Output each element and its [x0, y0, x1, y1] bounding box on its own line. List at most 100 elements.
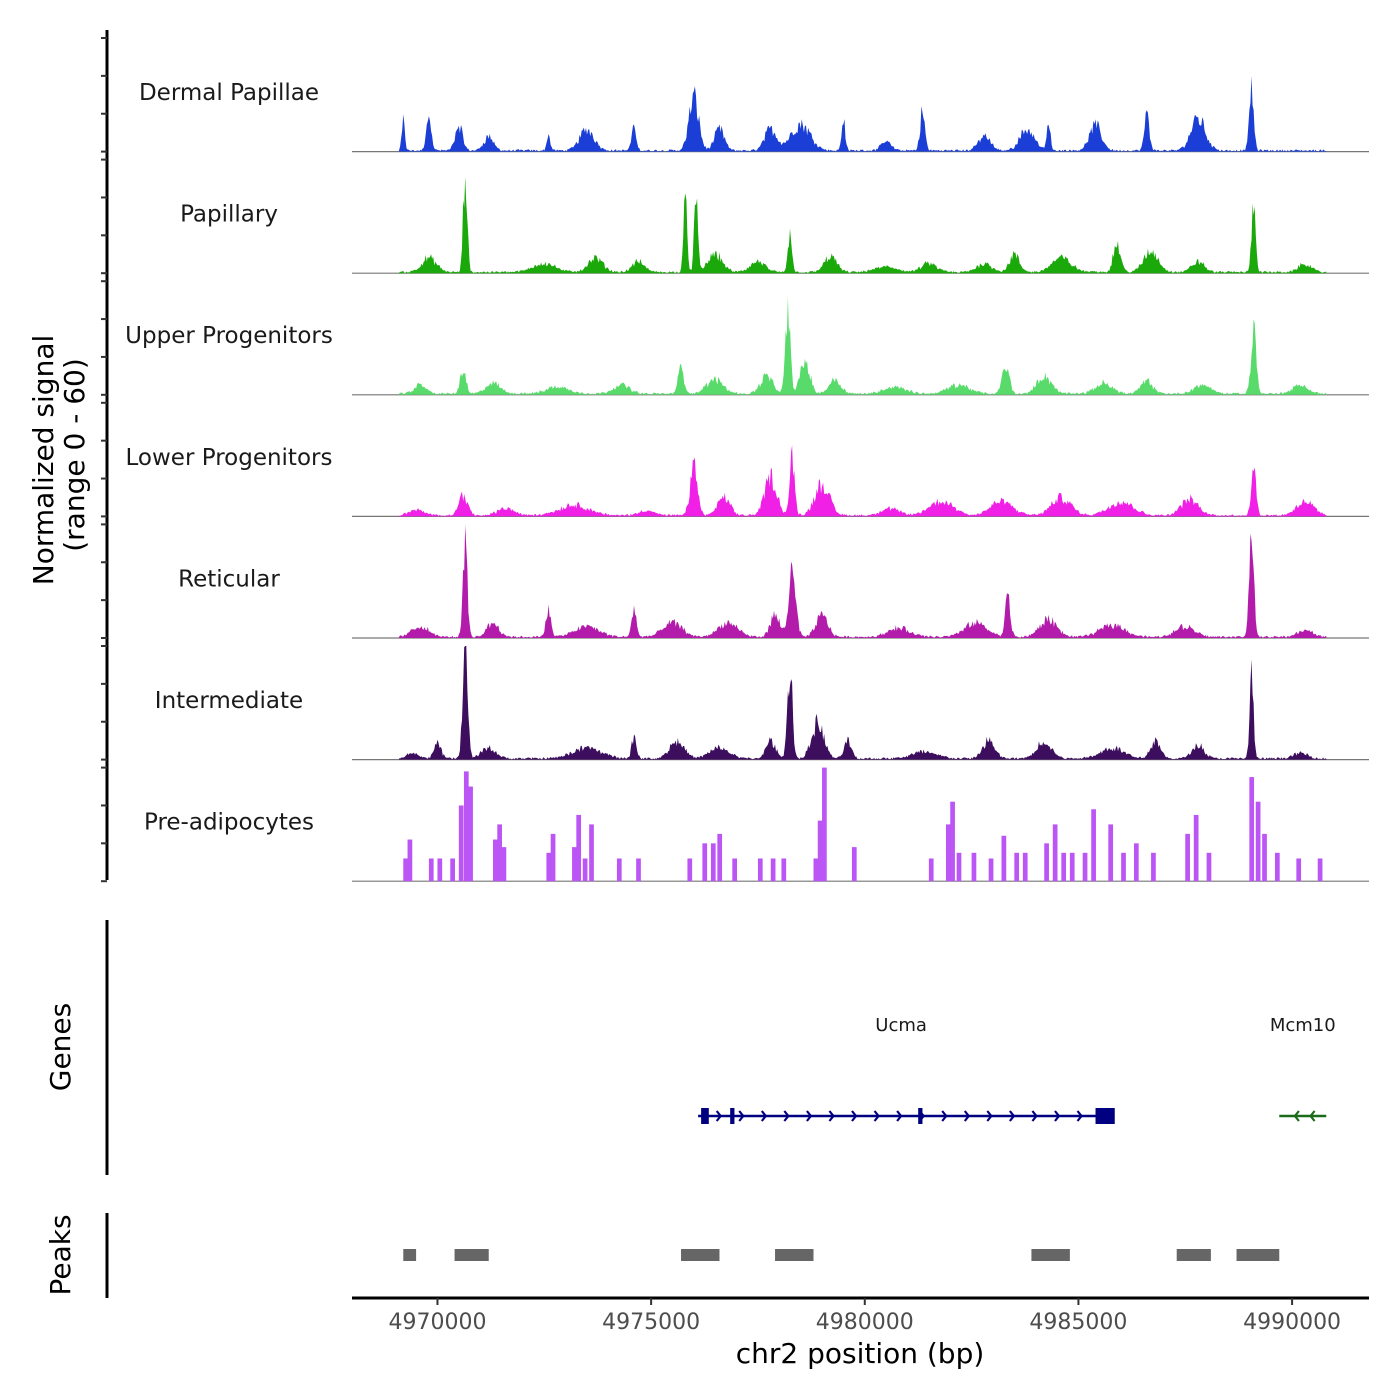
y-axis-title-line2: (range 0 - 60) — [58, 358, 91, 552]
strand-arrow — [1076, 1110, 1083, 1122]
track-label: Papillary — [180, 202, 278, 228]
signal-bar — [1014, 852, 1020, 882]
signal-track: Pre-adipocytes — [144, 767, 1369, 882]
signal-track: Intermediate — [155, 646, 1369, 761]
x-tick-label: 4980000 — [816, 1310, 914, 1335]
signal-y-ticks — [101, 37, 107, 883]
signal-bar — [546, 852, 552, 882]
signal-bar — [458, 805, 464, 882]
gene-exon — [918, 1108, 923, 1124]
signal-area — [399, 646, 1327, 760]
signal-bar — [1052, 824, 1058, 882]
signal-area — [399, 75, 1327, 152]
signal-bar — [1296, 858, 1302, 882]
peak-region — [775, 1249, 814, 1261]
signal-bar — [450, 858, 455, 882]
track-label: Pre-adipocytes — [144, 810, 314, 836]
gene-track: Ucma Mcm10 — [698, 1015, 1336, 1124]
signal-bar — [717, 833, 723, 882]
genes-track-title: Genes — [44, 1003, 77, 1091]
signal-bar — [428, 858, 434, 882]
signal-bar — [1151, 852, 1156, 882]
strand-arrow — [738, 1110, 745, 1122]
signal-bar — [1091, 809, 1096, 882]
signal-bar — [813, 858, 819, 882]
gene-model: Ucma — [698, 1015, 1115, 1124]
signal-bar — [493, 839, 498, 882]
peak-region — [403, 1249, 417, 1261]
x-tick-label: 4990000 — [1243, 1310, 1341, 1335]
peak-region — [1031, 1249, 1070, 1261]
signal-bar — [550, 833, 556, 882]
signal-bar — [928, 858, 934, 882]
signal-bar — [468, 786, 473, 882]
signal-bar — [956, 852, 962, 882]
signal-bar — [770, 858, 776, 882]
signal-bar — [710, 843, 716, 882]
signal-track: Upper Progenitors — [125, 296, 1369, 396]
signal-area — [399, 524, 1327, 638]
x-axis-title: chr2 position (bp) — [736, 1337, 985, 1370]
x-axis: 4970000 4975000 4980000 4985000 4990000 — [388, 1298, 1341, 1335]
peak-region — [681, 1249, 720, 1261]
signal-bar — [1082, 852, 1088, 882]
signal-bar — [1262, 833, 1267, 882]
track-label: Intermediate — [155, 688, 303, 714]
signal-bar — [757, 858, 763, 882]
gene-exon — [1095, 1108, 1115, 1124]
strand-arrow — [1054, 1110, 1061, 1122]
signal-bar — [407, 839, 413, 882]
strand-arrow — [1031, 1110, 1038, 1122]
signal-bar — [1121, 852, 1126, 882]
signal-track: Papillary — [180, 176, 1369, 274]
signal-bar — [1022, 852, 1028, 882]
strand-arrow — [806, 1110, 813, 1122]
x-tick-label: 4985000 — [1029, 1310, 1127, 1335]
x-tick-label: 4970000 — [388, 1310, 486, 1335]
signal-bar — [687, 858, 693, 882]
signal-bar — [576, 814, 582, 882]
signal-track: Reticular — [178, 524, 1369, 639]
signal-bar — [1317, 858, 1323, 882]
signal-bar — [1249, 777, 1255, 882]
signal-bar — [950, 801, 955, 882]
strand-arrow — [896, 1110, 903, 1122]
signal-bar — [1185, 833, 1190, 882]
signal-bar — [572, 847, 577, 882]
signal-bar — [1193, 814, 1199, 882]
strand-arrow — [941, 1110, 948, 1122]
signal-bar — [497, 824, 502, 882]
track-label: Dermal Papillae — [139, 80, 319, 106]
strand-arrow — [1008, 1110, 1016, 1122]
signal-bar — [501, 847, 507, 882]
signal-bar — [582, 858, 588, 882]
signal-bar — [1108, 824, 1114, 882]
signal-tracks: Dermal Papillae Papillary Upper Progenitor… — [125, 75, 1369, 882]
signal-bar — [1206, 852, 1212, 882]
signal-bar — [589, 824, 594, 882]
peak-region — [1176, 1249, 1211, 1261]
strand-arrow — [986, 1110, 993, 1122]
peaks-track-title: Peaks — [44, 1214, 77, 1295]
strand-arrow — [873, 1110, 880, 1122]
peak-region — [1236, 1249, 1280, 1261]
signal-bar — [822, 767, 827, 882]
signal-bar — [1274, 852, 1280, 882]
signal-track: Lower Progenitors — [126, 445, 1369, 518]
strand-arrow — [760, 1110, 768, 1122]
strand-arrow — [715, 1110, 723, 1122]
strand-arrow — [783, 1110, 790, 1122]
strand-arrow — [963, 1110, 971, 1122]
strand-arrow — [1293, 1110, 1300, 1122]
signal-area — [399, 445, 1327, 517]
gene-model: Mcm10 — [1270, 1015, 1336, 1122]
y-axis-title-line1: Normalized signal — [27, 335, 60, 586]
peak-region — [454, 1249, 489, 1261]
signal-bar — [636, 858, 641, 882]
gene-label: Ucma — [875, 1015, 927, 1036]
strand-arrow — [851, 1110, 858, 1122]
signal-bar — [945, 824, 951, 882]
signal-bar — [616, 858, 622, 882]
strand-arrow — [1309, 1110, 1316, 1122]
